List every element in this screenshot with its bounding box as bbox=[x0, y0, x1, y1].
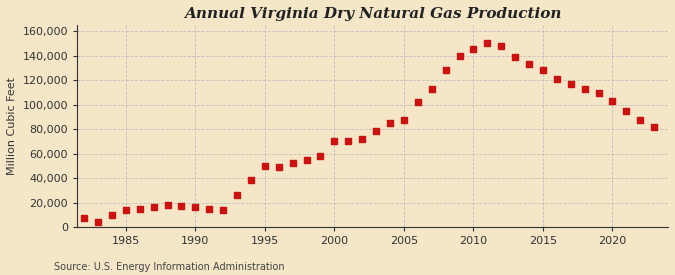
Point bbox=[357, 137, 368, 141]
Point bbox=[148, 205, 159, 210]
Point bbox=[371, 129, 381, 134]
Point bbox=[218, 208, 229, 212]
Y-axis label: Million Cubic Feet: Million Cubic Feet bbox=[7, 77, 17, 175]
Point bbox=[468, 47, 479, 52]
Point bbox=[427, 86, 437, 91]
Point bbox=[190, 205, 200, 210]
Point bbox=[232, 193, 242, 197]
Point bbox=[385, 121, 396, 125]
Point bbox=[301, 158, 312, 162]
Point bbox=[454, 53, 465, 58]
Point bbox=[649, 124, 659, 129]
Point bbox=[537, 68, 548, 72]
Point bbox=[288, 161, 298, 166]
Point bbox=[273, 165, 284, 169]
Point bbox=[621, 108, 632, 113]
Point bbox=[134, 207, 145, 211]
Point bbox=[482, 41, 493, 45]
Point bbox=[315, 154, 326, 158]
Point bbox=[329, 139, 340, 144]
Point bbox=[496, 43, 507, 48]
Point bbox=[579, 86, 590, 91]
Point bbox=[246, 178, 256, 183]
Point bbox=[343, 139, 354, 144]
Point bbox=[412, 100, 423, 104]
Point bbox=[593, 91, 604, 96]
Point bbox=[551, 77, 562, 81]
Point bbox=[566, 81, 576, 86]
Point bbox=[79, 216, 90, 221]
Point bbox=[510, 54, 520, 59]
Point bbox=[440, 68, 451, 72]
Point bbox=[204, 207, 215, 211]
Point bbox=[162, 203, 173, 207]
Point bbox=[120, 208, 131, 212]
Point bbox=[398, 118, 409, 123]
Point bbox=[107, 213, 117, 217]
Point bbox=[259, 164, 270, 168]
Point bbox=[92, 220, 103, 224]
Title: Annual Virginia Dry Natural Gas Production: Annual Virginia Dry Natural Gas Producti… bbox=[184, 7, 562, 21]
Point bbox=[607, 99, 618, 103]
Point bbox=[635, 118, 646, 123]
Point bbox=[176, 204, 187, 208]
Text: Source: U.S. Energy Information Administration: Source: U.S. Energy Information Administ… bbox=[54, 262, 285, 271]
Point bbox=[524, 62, 535, 66]
